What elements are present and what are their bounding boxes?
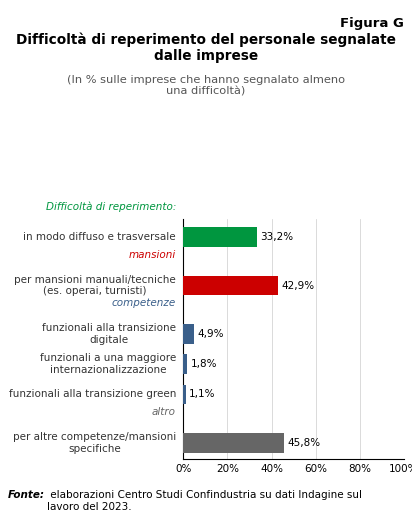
Text: in modo diffuso e trasversale: in modo diffuso e trasversale: [23, 232, 176, 242]
Text: 33,2%: 33,2%: [260, 232, 293, 242]
Text: Fonte:: Fonte:: [8, 490, 45, 500]
Text: altro: altro: [152, 407, 176, 417]
Text: 1,8%: 1,8%: [191, 359, 217, 369]
Text: (In % sulle imprese che hanno segnalato almeno
una difficoltà): (In % sulle imprese che hanno segnalato …: [67, 75, 345, 97]
Text: Difficoltà di reperimento:: Difficoltà di reperimento:: [46, 201, 176, 212]
Text: 4,9%: 4,9%: [197, 329, 224, 339]
Text: per mansioni manuali/tecniche
(es. operai, turnisti): per mansioni manuali/tecniche (es. opera…: [14, 275, 176, 296]
Text: funzionali alla transizione green: funzionali alla transizione green: [9, 389, 176, 399]
Bar: [183, 228, 257, 247]
Text: 45,8%: 45,8%: [288, 438, 321, 448]
Text: competenze: competenze: [112, 298, 176, 308]
Text: per altre competenze/mansioni
specifiche: per altre competenze/mansioni specifiche: [13, 432, 176, 454]
Text: elaborazioni Centro Studi Confindustria su dati Indagine sul
lavoro del 2023.: elaborazioni Centro Studi Confindustria …: [47, 490, 363, 512]
Bar: [183, 324, 194, 344]
Bar: [183, 384, 186, 404]
Bar: [183, 276, 278, 296]
Text: Difficoltà di reperimento del personale segnalate
dalle imprese: Difficoltà di reperimento del personale …: [16, 33, 396, 63]
Text: mansioni: mansioni: [129, 250, 176, 260]
Text: Figura G: Figura G: [340, 17, 404, 30]
Text: funzionali a una maggiore
internazionalizzazione: funzionali a una maggiore internazionali…: [40, 353, 176, 375]
Text: 1,1%: 1,1%: [189, 389, 215, 399]
Bar: [183, 433, 284, 452]
Text: 42,9%: 42,9%: [281, 280, 314, 290]
Text: funzionali alla transizione
digitale: funzionali alla transizione digitale: [42, 323, 176, 345]
Bar: [183, 354, 187, 374]
